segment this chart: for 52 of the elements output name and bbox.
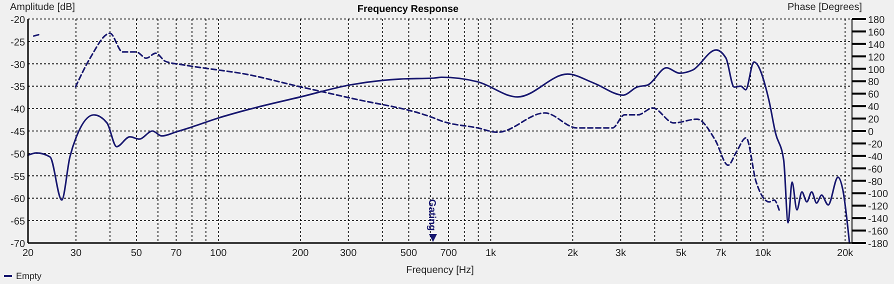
y-tick-label: -25 [10,37,26,48]
x-tick-label: 50 [130,248,142,259]
y2-tick-label: 60 [868,90,880,101]
annotation: Gating [426,199,437,231]
y-tick-label: -70 [10,239,26,250]
y2-tick-label: -40 [868,152,883,163]
x-tick-label: 10k [755,248,772,259]
x-tick-label: 300 [340,248,358,259]
x-tick-label: 700 [440,248,458,259]
x-tick-label: 3k [615,248,627,259]
y-tick-label: -50 [10,149,26,160]
y2-tick-label: 0 [868,127,874,138]
y-tick-label: -45 [10,127,26,138]
chart-title: Frequency Response [357,4,460,15]
x-tick-label: 5k [676,248,688,259]
y2-tick-label: 100 [868,64,886,76]
y2-tick-label: 40 [868,102,880,114]
y2-tick-label: 160 [868,27,886,38]
y-tick-label: -40 [10,104,26,116]
y2-axis-title: Phase [Degrees] [788,2,862,13]
y2-tick-label: -80 [868,176,883,188]
legend-label: Empty [16,271,42,281]
y2-tick-label: -140 [868,214,888,226]
y-axis-title: Amplitude [dB] [10,2,76,13]
y-tick-label: -55 [10,172,26,183]
x-tick-label: 2k [567,248,580,259]
y2-tick-label: -60 [868,164,883,176]
x-tick-label: 20 [22,248,34,259]
x-tick-label: 200 [292,248,310,259]
x-tick-label: 30 [70,248,82,259]
y2-tick-label: -20 [868,139,883,150]
x-axis-title: Frequency [Hz] [406,265,474,276]
x-tick-label: 100 [210,248,228,259]
x-tick-label: 1k [485,248,498,259]
y2-tick-label: -160 [868,226,888,238]
y2-tick-label: 80 [868,77,880,88]
x-tick-label: 500 [400,248,418,259]
y2-tick-label: -120 [868,202,888,213]
y2-tick-label: -100 [868,189,888,200]
y2-tick-label: 140 [868,40,886,51]
y-tick-label: -30 [10,60,26,71]
y2-tick-label: 20 [868,114,880,126]
y2-tick-label: -180 [868,239,888,250]
y-tick-label: -60 [10,194,26,206]
y-tick-label: -65 [10,216,26,228]
x-tick-label: 20k [837,248,854,259]
y2-tick-label: 180 [868,15,886,26]
x-tick-label: 70 [170,248,182,259]
y-tick-label: -20 [10,15,26,26]
y-tick-label: -35 [10,82,26,94]
x-tick-label: 7k [716,248,728,259]
y2-tick-label: 120 [868,52,886,64]
